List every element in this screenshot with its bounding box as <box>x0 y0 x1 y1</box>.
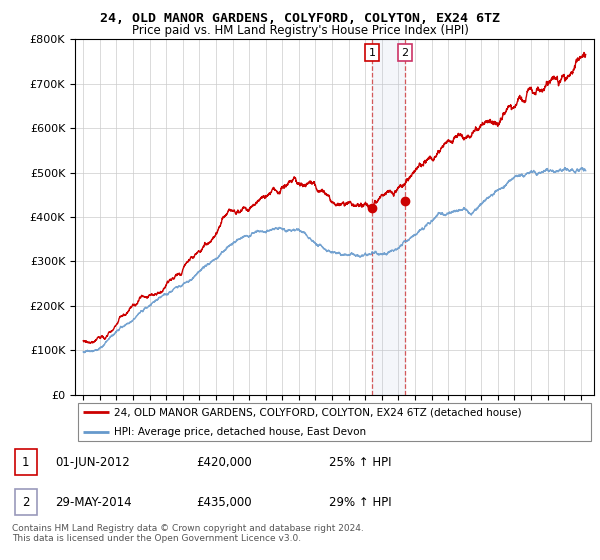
Text: 29-MAY-2014: 29-MAY-2014 <box>55 496 132 508</box>
FancyBboxPatch shape <box>77 403 592 441</box>
Text: Price paid vs. HM Land Registry's House Price Index (HPI): Price paid vs. HM Land Registry's House … <box>131 24 469 37</box>
FancyBboxPatch shape <box>15 449 37 475</box>
Bar <box>372 39 405 395</box>
Text: 01-JUN-2012: 01-JUN-2012 <box>55 456 130 469</box>
Text: 24, OLD MANOR GARDENS, COLYFORD, COLYTON, EX24 6TZ: 24, OLD MANOR GARDENS, COLYFORD, COLYTON… <box>100 12 500 25</box>
Text: 1: 1 <box>368 48 376 58</box>
FancyBboxPatch shape <box>15 489 37 515</box>
Text: Contains HM Land Registry data © Crown copyright and database right 2024.
This d: Contains HM Land Registry data © Crown c… <box>12 524 364 543</box>
Text: 25% ↑ HPI: 25% ↑ HPI <box>329 456 391 469</box>
Text: 24, OLD MANOR GARDENS, COLYFORD, COLYTON, EX24 6TZ (detached house): 24, OLD MANOR GARDENS, COLYFORD, COLYTON… <box>114 407 521 417</box>
Text: 2: 2 <box>401 48 409 58</box>
Text: 1: 1 <box>22 456 29 469</box>
Text: 2: 2 <box>22 496 29 508</box>
Text: HPI: Average price, detached house, East Devon: HPI: Average price, detached house, East… <box>114 427 366 436</box>
Text: £435,000: £435,000 <box>196 496 252 508</box>
Text: £420,000: £420,000 <box>196 456 252 469</box>
Text: 29% ↑ HPI: 29% ↑ HPI <box>329 496 391 508</box>
